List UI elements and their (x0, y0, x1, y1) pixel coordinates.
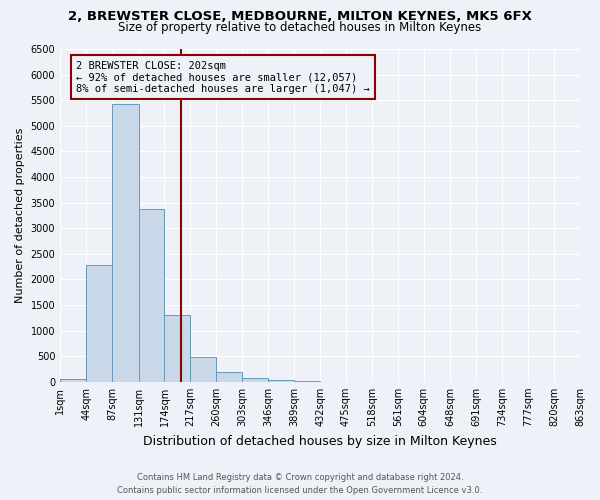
Text: 2 BREWSTER CLOSE: 202sqm
← 92% of detached houses are smaller (12,057)
8% of sem: 2 BREWSTER CLOSE: 202sqm ← 92% of detach… (76, 60, 370, 94)
Bar (86, 265, 112, 382)
Bar (217, 372, 242, 382)
Bar (190, 357, 217, 382)
Bar (60, 378, 86, 382)
Bar (139, 208, 164, 382)
Bar (112, 104, 139, 382)
Text: Size of property relative to detached houses in Milton Keynes: Size of property relative to detached ho… (118, 21, 482, 34)
Y-axis label: Number of detached properties: Number of detached properties (15, 128, 25, 303)
Bar (268, 380, 294, 382)
Text: Contains HM Land Registry data © Crown copyright and database right 2024.
Contai: Contains HM Land Registry data © Crown c… (118, 474, 482, 495)
Bar (164, 314, 190, 382)
X-axis label: Distribution of detached houses by size in Milton Keynes: Distribution of detached houses by size … (143, 434, 497, 448)
Text: 2, BREWSTER CLOSE, MEDBOURNE, MILTON KEYNES, MK5 6FX: 2, BREWSTER CLOSE, MEDBOURNE, MILTON KEY… (68, 10, 532, 23)
Bar (242, 378, 268, 382)
